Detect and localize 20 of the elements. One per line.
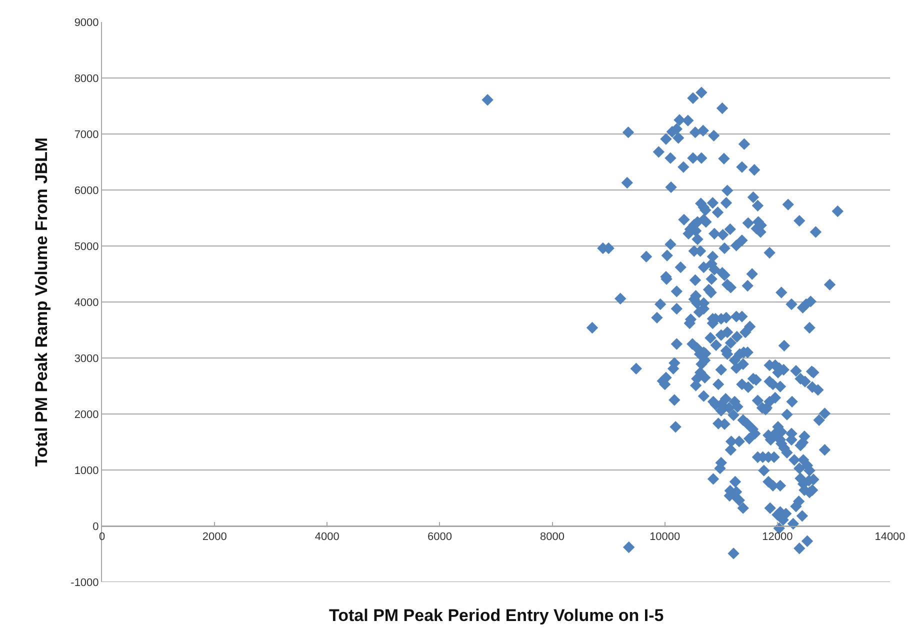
y-tick-label: 2000 (74, 408, 99, 421)
y-tick-label: 1000 (74, 464, 99, 477)
y-tick-label: 7000 (74, 128, 99, 141)
x-tick-label: 14000 (874, 531, 906, 544)
x-axis-title: Total PM Peak Period Entry Volume on I-5 (329, 606, 664, 625)
y-tick-label: 5000 (74, 240, 99, 253)
x-tick-label: 10000 (650, 531, 680, 544)
y-tick-label: 0 (92, 520, 99, 533)
y-tick-label: 9000 (74, 16, 99, 29)
y-tick-label: 6000 (74, 184, 99, 197)
y-tick-label: 8000 (74, 72, 99, 85)
y-tick-label: -1000 (70, 576, 99, 589)
x-tick-label: 12000 (762, 531, 793, 544)
x-tick-label: 6000 (427, 531, 452, 544)
x-tick-label: 2000 (202, 531, 227, 544)
y-tick-label: 4000 (74, 296, 99, 309)
x-tick-label: 4000 (314, 531, 340, 544)
y-axis-title: Total PM Peak Ramp Volume From JBLM (32, 137, 52, 467)
x-tick-label: 8000 (540, 531, 565, 544)
y-tick-label: 3000 (74, 352, 99, 365)
